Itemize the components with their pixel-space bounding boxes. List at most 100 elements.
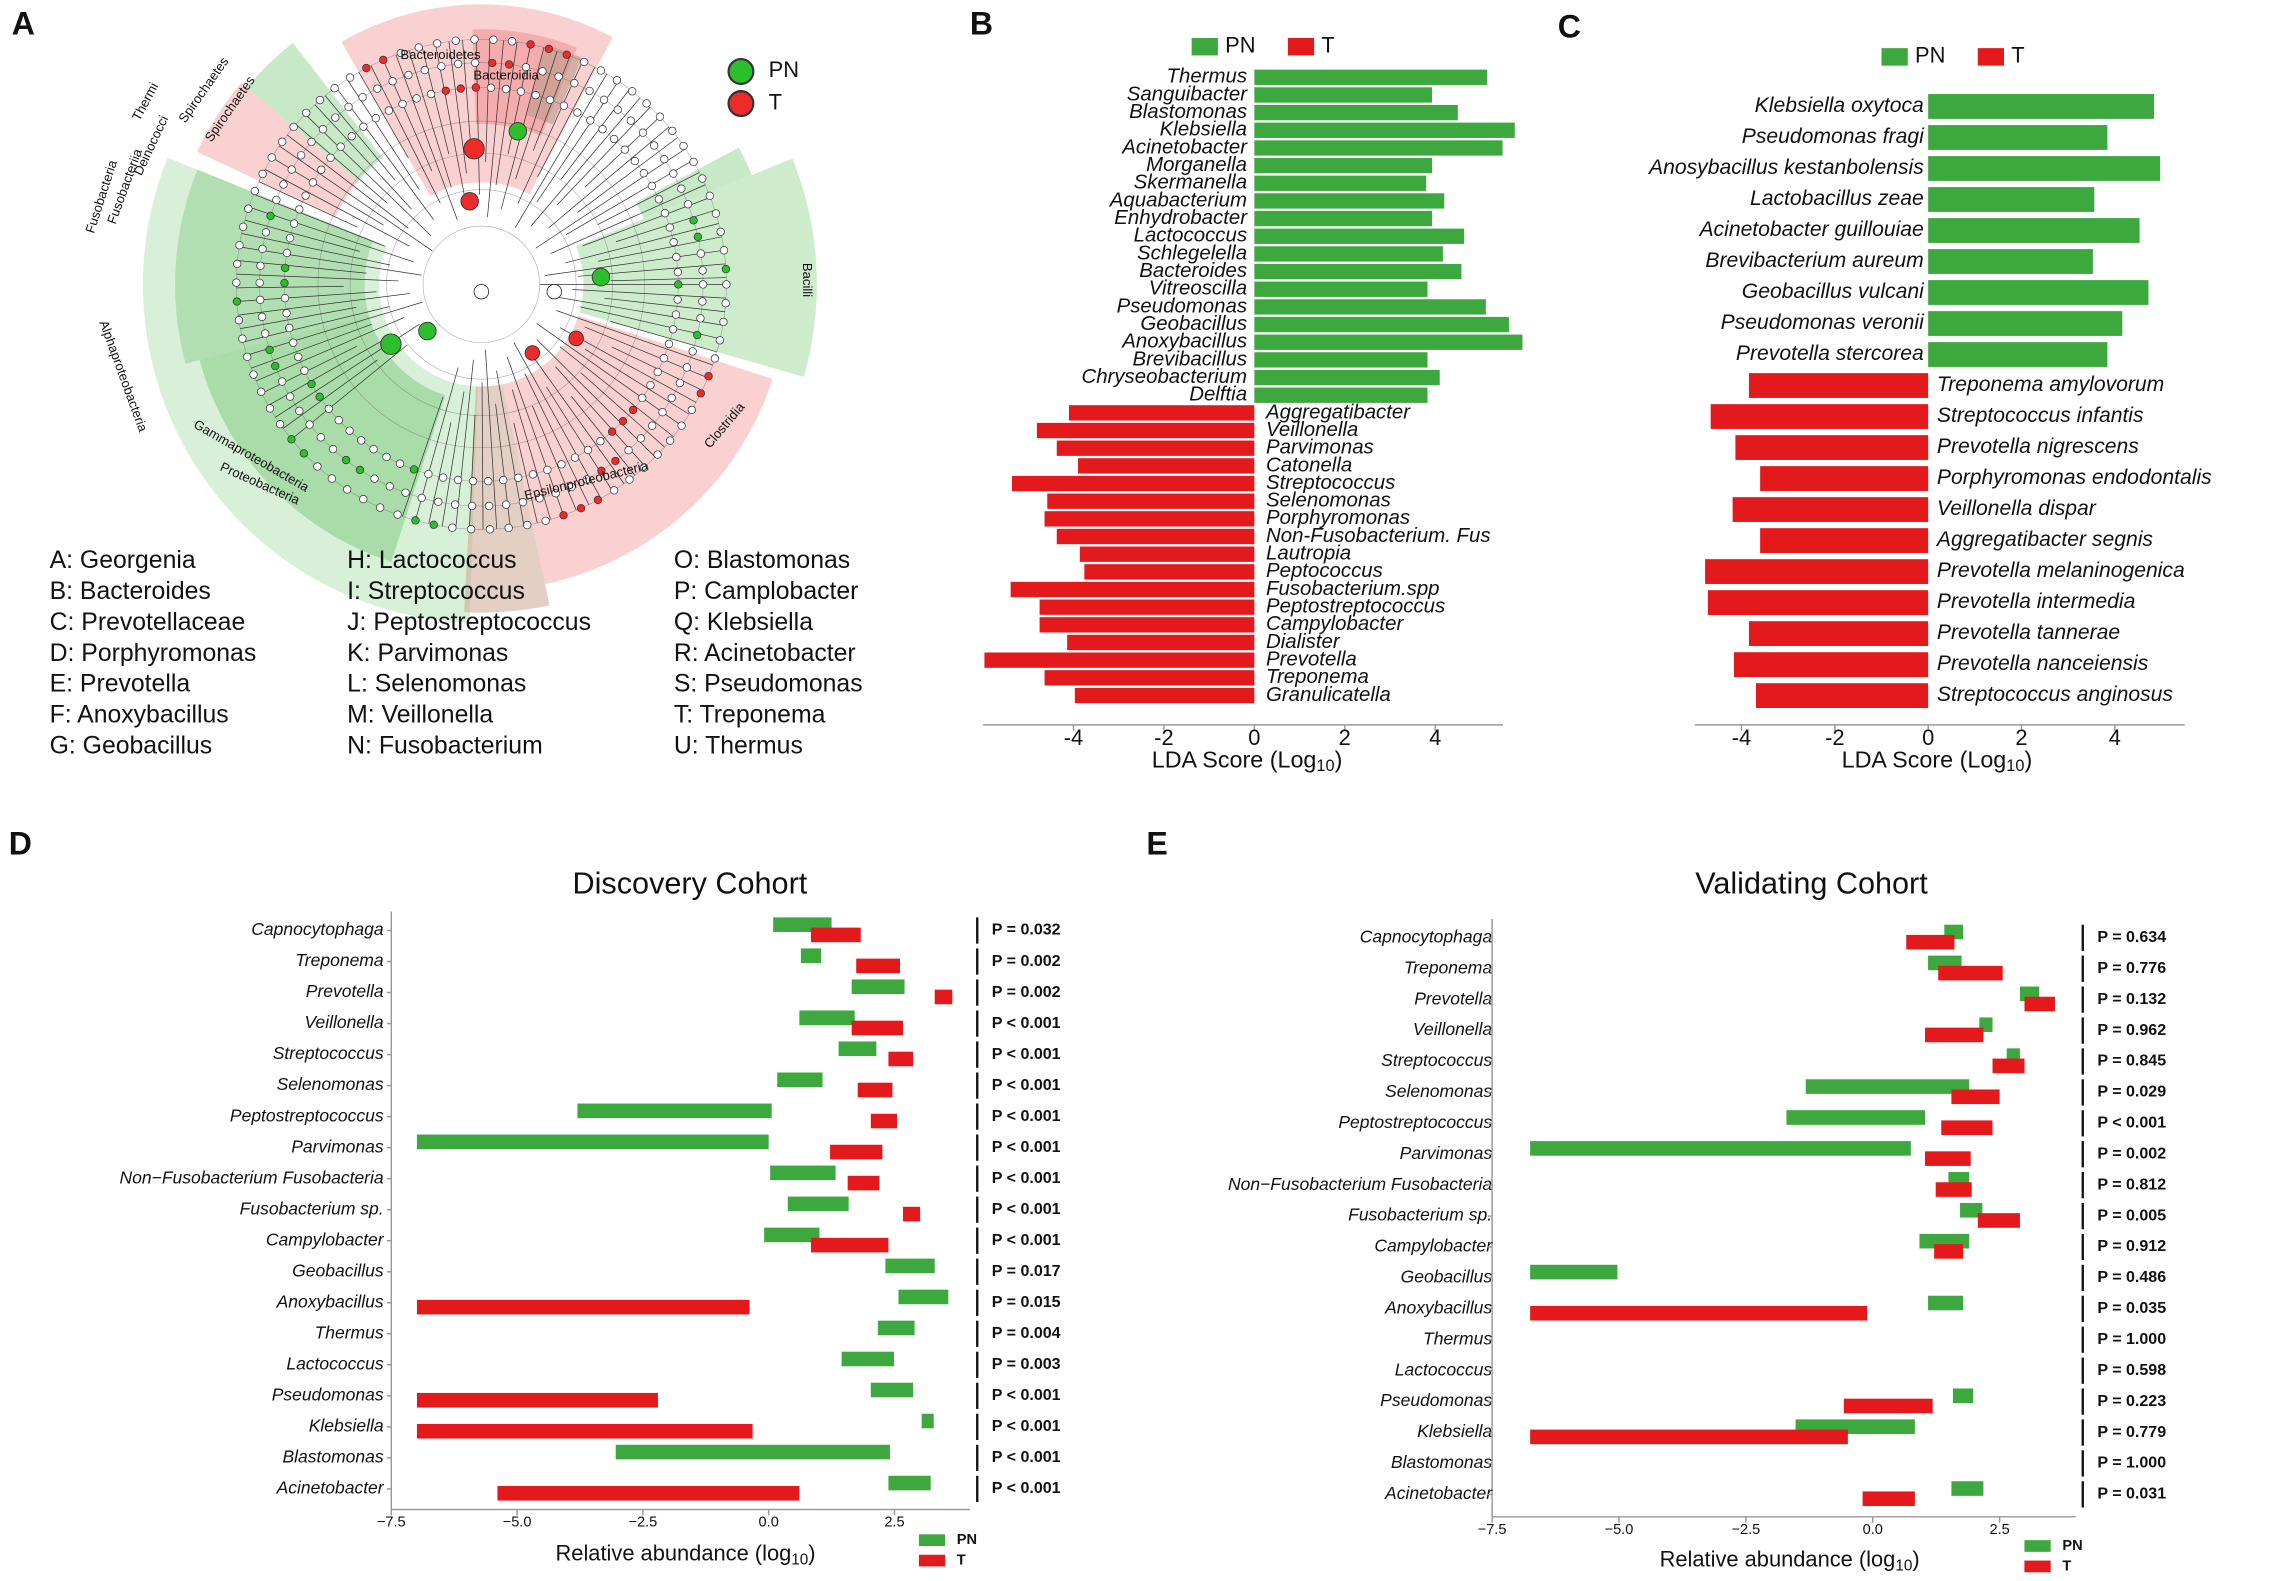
cladogram-branch bbox=[335, 86, 434, 220]
cladogram-node bbox=[599, 95, 609, 104]
cladogram-node bbox=[467, 501, 477, 511]
taxon-label: Klebsiella bbox=[1160, 119, 1247, 141]
cladogram-node bbox=[355, 465, 365, 475]
p-value: P = 0.132 bbox=[2097, 990, 2166, 1008]
p-value: P = 0.005 bbox=[2097, 1206, 2166, 1224]
cladogram-node bbox=[385, 482, 394, 491]
cladogram-node bbox=[370, 474, 379, 483]
cladogram-node bbox=[611, 456, 620, 466]
cladogram-branch bbox=[570, 396, 636, 476]
x-tick-label: −2.5 bbox=[1731, 1522, 1760, 1538]
cladogram-node bbox=[698, 280, 708, 289]
x-tick-label: -2 bbox=[1154, 725, 1173, 750]
lda-bar bbox=[1056, 440, 1255, 456]
lda-bar bbox=[1732, 497, 1929, 522]
x-tick-label: 2 bbox=[1339, 725, 1351, 750]
lda-bar bbox=[1928, 218, 2140, 243]
p-value: P < 0.001 bbox=[992, 1448, 1061, 1466]
x-axis-label-part: Relative abundance (log bbox=[1660, 1546, 1896, 1571]
taxon-label: Aggregatibacter bbox=[1265, 401, 1411, 423]
cladogram-branch bbox=[549, 295, 724, 326]
box bbox=[1951, 1481, 1984, 1496]
box bbox=[1530, 1141, 1911, 1156]
cladogram-node bbox=[583, 445, 593, 455]
cladogram-node bbox=[545, 95, 555, 105]
x-tick-label: 0 bbox=[1248, 725, 1260, 750]
taxon-label: Non−Fusobacterium Fusobacteria bbox=[1228, 1174, 1492, 1194]
p-value: P = 0.015 bbox=[992, 1293, 1061, 1311]
cladogram-branch bbox=[495, 41, 518, 186]
lda-bar bbox=[1254, 316, 1509, 333]
cladogram-node bbox=[345, 73, 355, 82]
taxon-label: Lautropia bbox=[1266, 543, 1351, 565]
cladogram-node bbox=[665, 223, 674, 232]
cladogram-node bbox=[659, 354, 669, 363]
cladogram-node bbox=[568, 330, 584, 347]
cladogram-branch bbox=[236, 285, 344, 289]
x-axis-label-sub: 10 bbox=[1895, 1557, 1912, 1574]
taxon-label: Lactococcus bbox=[1134, 225, 1247, 247]
cladogram-node bbox=[295, 205, 304, 214]
cladogram-node bbox=[239, 222, 248, 231]
p-value: P = 0.812 bbox=[2097, 1175, 2166, 1193]
clade-sector bbox=[635, 147, 752, 219]
cladogram-node bbox=[518, 498, 528, 507]
cladogram-node bbox=[471, 58, 480, 67]
lda-bar bbox=[1254, 281, 1428, 297]
lda-bar bbox=[1068, 405, 1255, 421]
taxon-label: Selenomonas bbox=[1266, 490, 1391, 512]
cladogram-node bbox=[357, 436, 366, 445]
lda-bar bbox=[1928, 249, 2093, 274]
legend-marker bbox=[727, 57, 755, 85]
cladogram-node bbox=[687, 405, 696, 415]
panel-label: C bbox=[1558, 9, 1581, 45]
cladogram-node bbox=[334, 416, 343, 425]
cladogram-branch bbox=[506, 356, 564, 516]
cladogram-node bbox=[570, 453, 580, 462]
p-value: P = 0.486 bbox=[2097, 1268, 2166, 1286]
taxon-label: Campylobacter bbox=[1266, 613, 1404, 635]
cladogram-node bbox=[265, 345, 274, 355]
cladogram-node bbox=[704, 372, 713, 381]
p-value: P < 0.001 bbox=[992, 1014, 1061, 1032]
cladogram-node bbox=[598, 125, 607, 134]
cladogram-node bbox=[256, 387, 266, 396]
lda-bar bbox=[1254, 104, 1458, 121]
cladogram-node bbox=[677, 184, 686, 193]
cladogram-node bbox=[375, 503, 385, 512]
legend-marker bbox=[727, 90, 755, 118]
cladogram-node bbox=[327, 474, 337, 483]
cladogram-node bbox=[660, 209, 670, 218]
taxon-label: Fusobacterium sp. bbox=[240, 1198, 384, 1218]
cladogram-node bbox=[343, 485, 352, 494]
cladogram-branch bbox=[496, 370, 525, 526]
taxon-key: I: Streptococcus bbox=[347, 578, 525, 605]
box bbox=[851, 1020, 904, 1036]
taxon-label: Morganella bbox=[1146, 154, 1247, 176]
legend-label: PN bbox=[769, 57, 799, 82]
p-value: P = 0.962 bbox=[2097, 1021, 2166, 1039]
cladogram-node bbox=[258, 169, 267, 179]
cladogram-node bbox=[255, 278, 264, 288]
taxon-key: F: Anoxybacillus bbox=[50, 702, 229, 729]
cladogram-branch bbox=[448, 41, 467, 174]
cladogram-node bbox=[660, 155, 669, 164]
cladogram-branch bbox=[513, 422, 538, 524]
taxon-label: Acinetobacter guillouiae bbox=[1697, 218, 1923, 241]
cladogram-node bbox=[655, 112, 665, 121]
legend-label: T bbox=[2062, 1558, 2071, 1574]
taxon-label: Brevibacillus bbox=[1133, 348, 1248, 370]
cladogram-branch bbox=[469, 414, 476, 530]
box bbox=[810, 927, 861, 943]
cladogram-node bbox=[277, 137, 287, 146]
cladogram-node bbox=[647, 181, 657, 191]
x-tick-label: −7.5 bbox=[377, 1515, 406, 1531]
legend-swatch bbox=[2024, 1560, 2051, 1573]
box bbox=[1530, 1305, 1868, 1321]
cladogram-node bbox=[359, 122, 368, 131]
cladogram-node bbox=[710, 354, 720, 363]
taxon-label: Peptostreptococcus bbox=[1338, 1112, 1492, 1132]
box bbox=[764, 1227, 820, 1243]
taxon-key: A: Georgenia bbox=[50, 547, 196, 574]
